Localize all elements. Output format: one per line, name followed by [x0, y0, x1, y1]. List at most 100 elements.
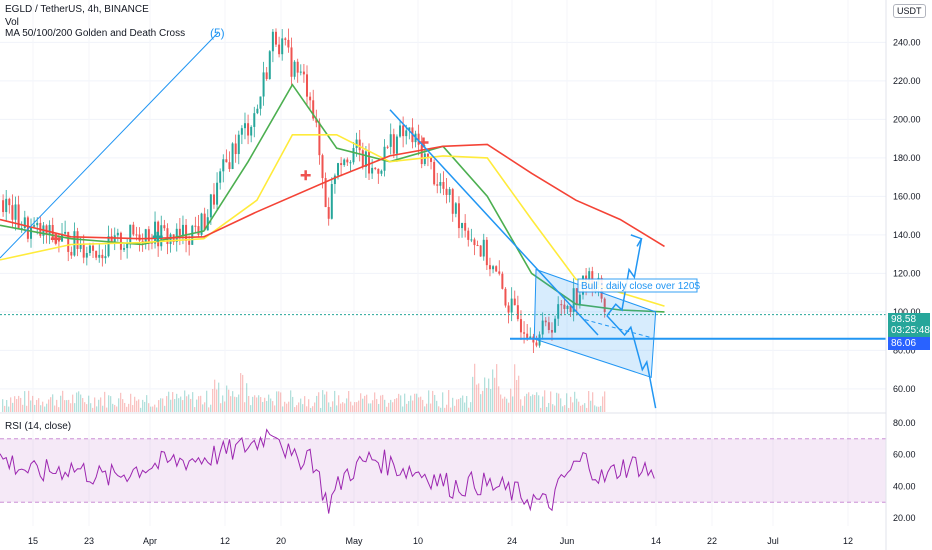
volume-bar — [124, 402, 126, 412]
volume-bar — [278, 391, 280, 412]
volume-bar — [200, 395, 202, 412]
volume-bar — [102, 405, 104, 412]
candle-body — [538, 334, 541, 346]
volume-bar — [162, 398, 164, 412]
price-tick-label: 200.00 — [893, 114, 921, 124]
volume-bar — [126, 406, 128, 412]
volume-bar — [96, 406, 98, 412]
candle-body — [485, 239, 488, 266]
candle-body — [219, 171, 222, 183]
bar-countdown: 03:25:48 — [891, 325, 930, 336]
volume-bar — [64, 400, 66, 412]
candle-body — [240, 128, 243, 135]
candle-body — [107, 236, 110, 257]
candle-body — [451, 189, 454, 214]
volume-bar — [156, 407, 158, 412]
candle-body — [2, 200, 5, 213]
candle-body — [30, 226, 33, 239]
volume-bar — [24, 391, 26, 412]
time-tick-label: Apr — [143, 536, 157, 546]
candle-body — [23, 217, 26, 229]
candle-body — [560, 304, 563, 306]
volume-bar — [144, 401, 146, 412]
candle-body — [178, 228, 181, 236]
time-tick-label: 14 — [651, 536, 661, 546]
volume-bar — [500, 394, 502, 412]
volume-bar — [494, 377, 496, 412]
volume-bar — [214, 379, 216, 412]
volume-bar — [244, 402, 246, 412]
candle-body — [544, 320, 547, 323]
candle-body — [457, 203, 460, 229]
candle-body — [405, 130, 408, 137]
candle-body — [433, 161, 436, 185]
volume-bar — [524, 396, 526, 412]
volume-bar — [20, 397, 22, 412]
candle-body — [557, 304, 560, 319]
volume-bar — [26, 405, 28, 412]
volume-bar — [474, 363, 476, 412]
candle-body — [290, 47, 293, 77]
candle-body — [380, 170, 383, 174]
volume-bar — [248, 395, 250, 412]
volume-bar — [386, 406, 388, 412]
volume-bar — [280, 392, 282, 412]
candle-body — [209, 194, 212, 218]
volume-bar — [434, 394, 436, 412]
volume-bar — [2, 399, 4, 412]
candle-body — [495, 266, 498, 272]
volume-bar — [470, 402, 472, 412]
candle-body — [442, 181, 445, 189]
volume-bar — [116, 406, 118, 412]
price-tick-label: 100.00 — [893, 307, 921, 317]
volume-bar — [570, 396, 572, 412]
candle-body — [104, 256, 107, 259]
volume-bar — [140, 407, 142, 412]
volume-bar — [538, 395, 540, 412]
candle-body — [554, 318, 557, 333]
volume-bar — [336, 405, 338, 412]
candle-body — [185, 224, 188, 241]
candle-body — [377, 168, 380, 174]
volume-bar — [376, 399, 378, 412]
candle-body — [175, 228, 178, 243]
volume-bar — [254, 395, 256, 412]
candle-body — [225, 159, 228, 163]
candle-body — [119, 232, 122, 250]
candle-body — [461, 222, 464, 229]
time-tick-label: 22 — [707, 536, 717, 546]
volume-bar — [264, 397, 266, 412]
annotation-drawings[interactable] — [0, 32, 886, 409]
volume-bar — [456, 399, 458, 412]
volume-bar — [218, 382, 220, 412]
time-tick-label: 15 — [28, 536, 38, 546]
trend-line-rise — [0, 32, 219, 259]
volume-bar — [344, 403, 346, 412]
volume-bar — [42, 401, 44, 412]
currency-badge[interactable]: USDT — [893, 4, 926, 18]
volume-bar — [550, 391, 552, 412]
volume-bar — [196, 399, 198, 412]
volume-bar — [132, 405, 134, 412]
volume-bar — [392, 402, 394, 412]
volume-bar — [482, 390, 484, 412]
volume-bar — [578, 401, 580, 412]
volume-bar — [324, 394, 326, 412]
volume-bar — [30, 400, 32, 412]
candle-body — [144, 229, 147, 243]
volume-bar — [210, 404, 212, 412]
volume-bar — [128, 403, 130, 412]
candle-body — [271, 31, 274, 52]
candle-body — [166, 228, 169, 244]
volume-bar — [422, 399, 424, 412]
candle-body — [572, 288, 575, 313]
volume-bar — [300, 398, 302, 412]
volume-bar — [8, 406, 10, 412]
candle-body — [399, 125, 402, 137]
volume-bar — [168, 391, 170, 412]
volume-bar — [594, 405, 596, 412]
volume-bar — [170, 399, 172, 412]
candle-body — [268, 51, 271, 80]
volume-bar — [120, 392, 122, 412]
